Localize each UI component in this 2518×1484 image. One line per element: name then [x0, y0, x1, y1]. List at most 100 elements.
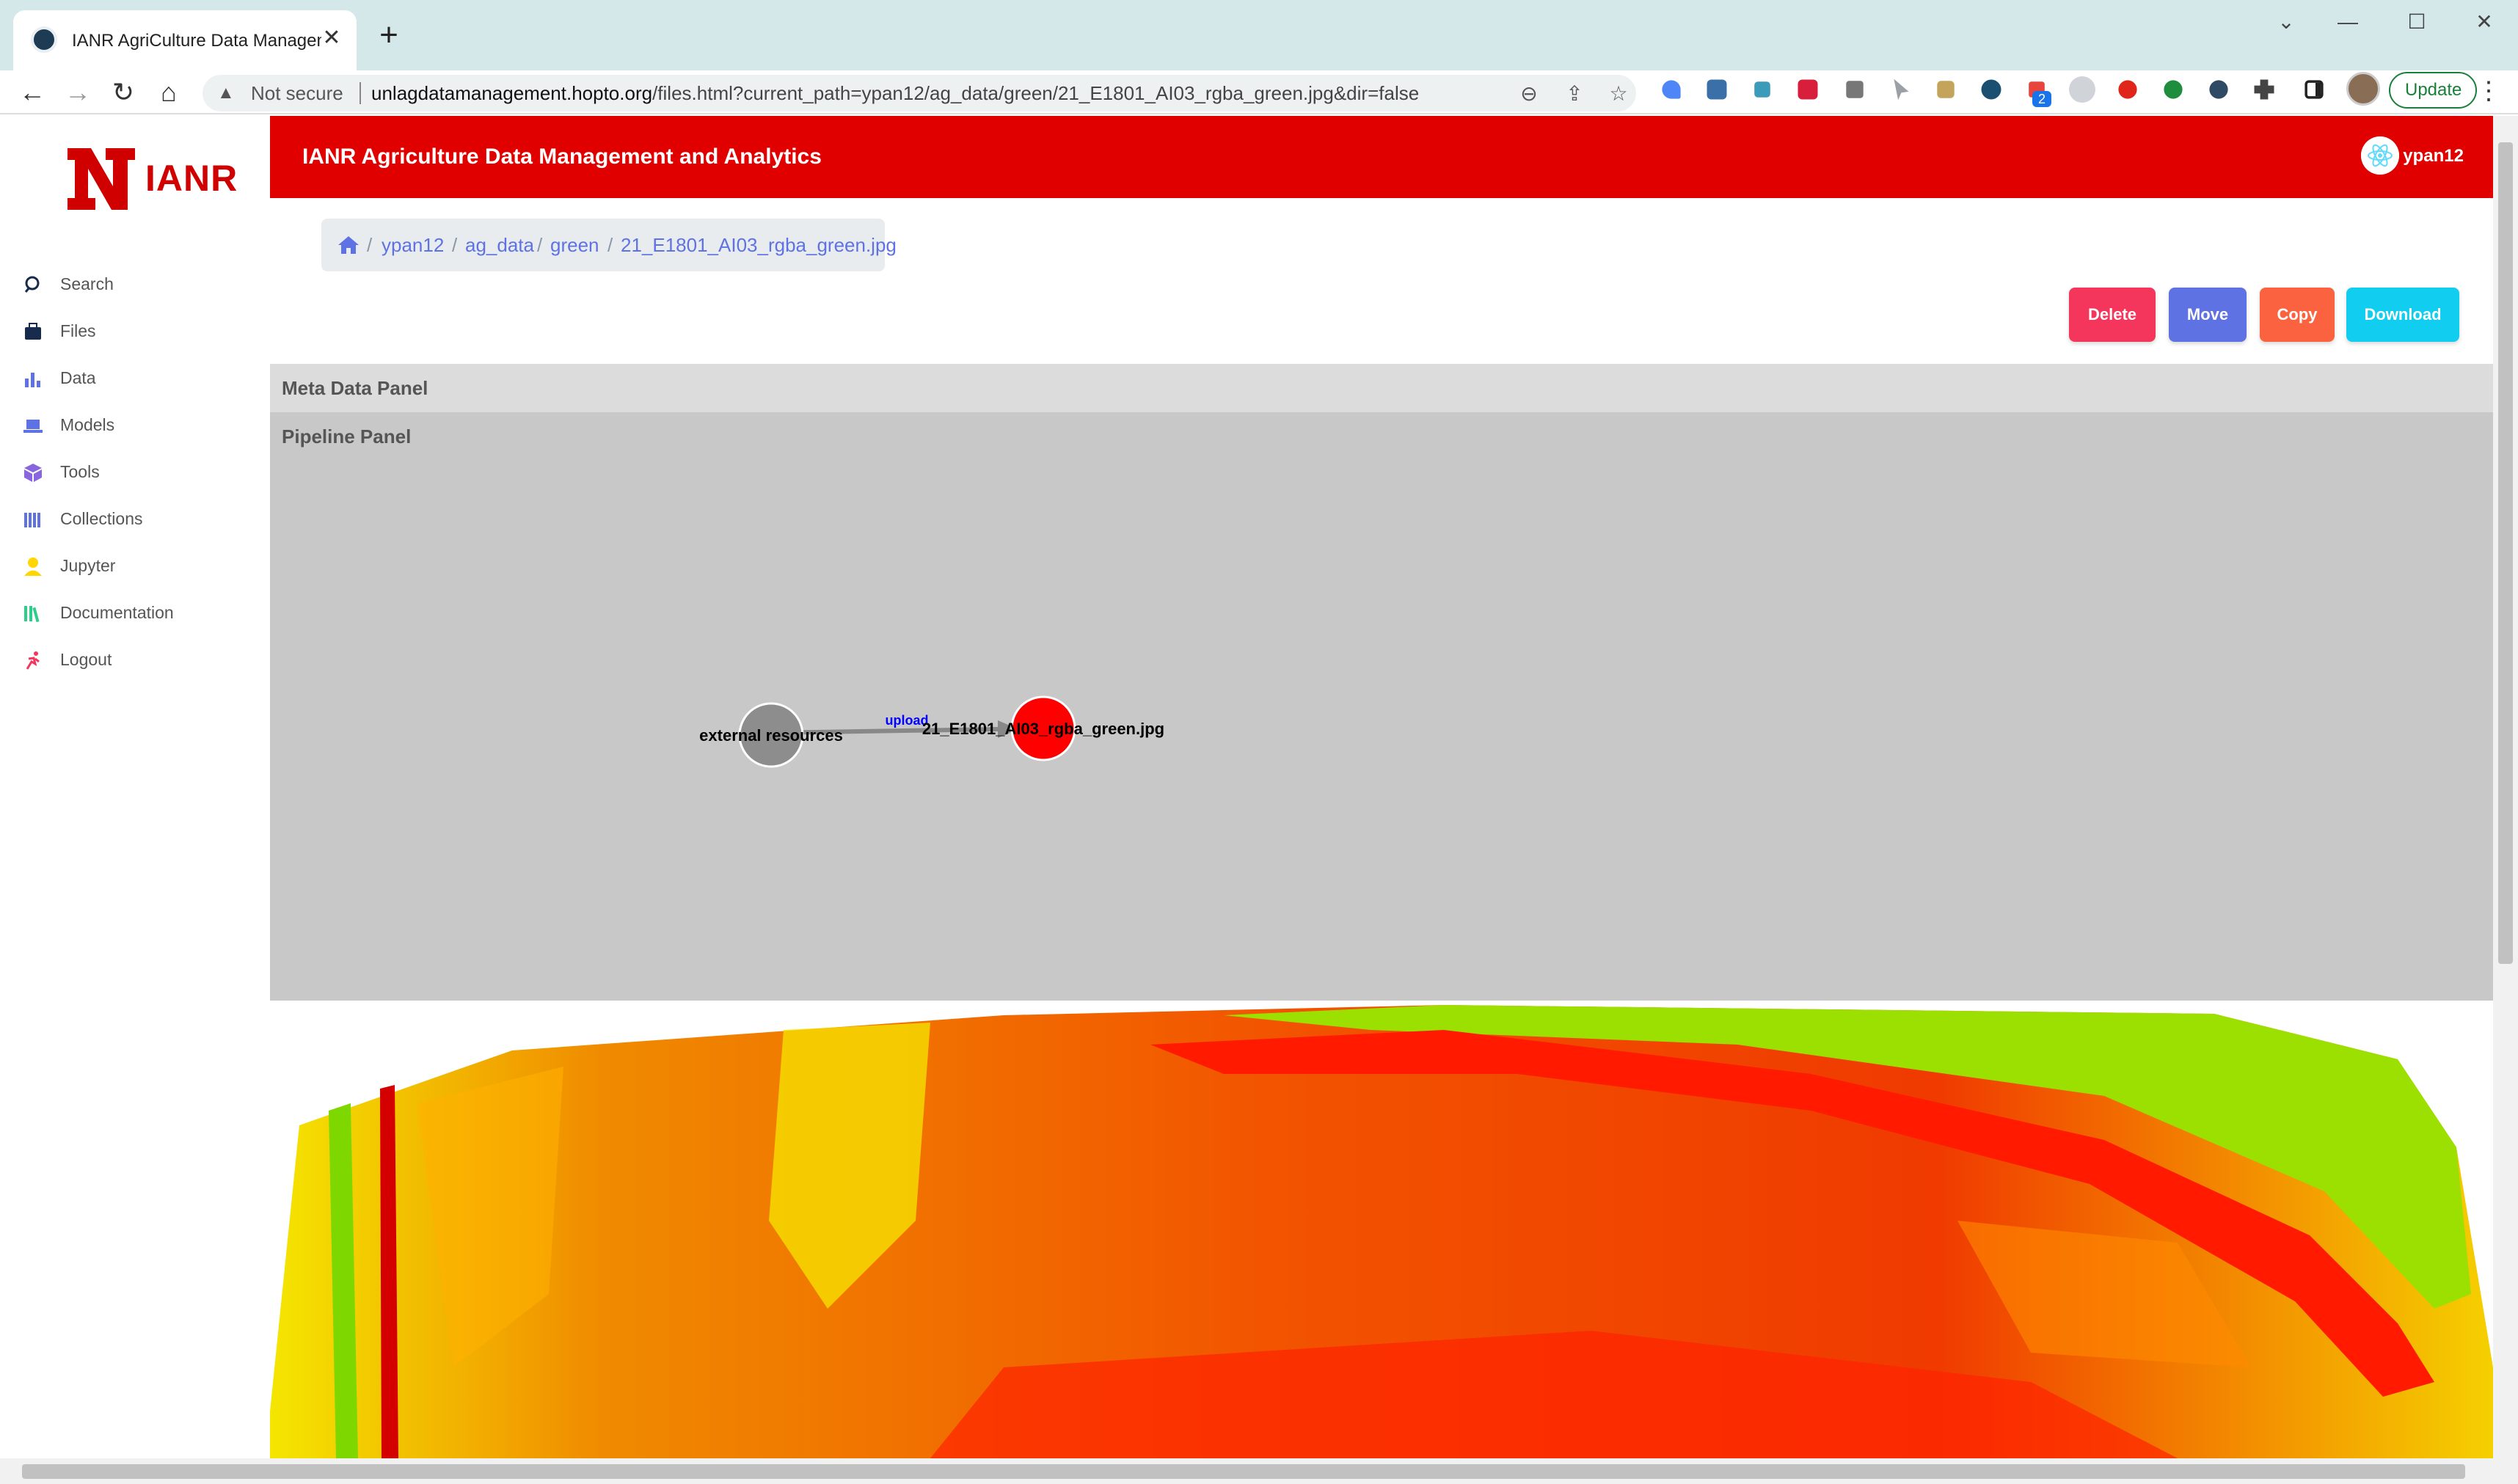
- sidebar-item-label: Models: [60, 415, 115, 434]
- url-path: /files.html?current_path=ypan12/ag_data/…: [652, 82, 1420, 104]
- tab-title: IANR AgriCulture Data Management and Ana…: [72, 31, 321, 51]
- extension-search-icon[interactable]: [1981, 79, 2001, 100]
- extension-translate-icon[interactable]: [1707, 79, 1727, 100]
- browser-menu-icon[interactable]: ⋮: [2476, 77, 2501, 105]
- reload-icon[interactable]: ↻: [112, 77, 135, 107]
- warning-icon: ▲: [217, 83, 235, 103]
- briefcase-icon: [25, 323, 41, 340]
- sidebar-item-label: Files: [60, 321, 96, 340]
- extension-feed-icon[interactable]: [2209, 80, 2228, 99]
- books-icon: [24, 513, 40, 527]
- sidebar-item-label: Search: [60, 274, 114, 293]
- copy-button[interactable]: Copy: [2260, 288, 2335, 342]
- sidebar-item-tools[interactable]: Tools: [22, 455, 257, 489]
- share-icon[interactable]: ⇪: [1566, 82, 1583, 105]
- extension-stop-icon[interactable]: [2118, 80, 2137, 99]
- address-bar[interactable]: ▲ Not secure unlagdatamanagement.hopto.o…: [202, 75, 1636, 112]
- breadcrumb-separator: /: [537, 234, 543, 256]
- new-tab-button[interactable]: +: [379, 17, 398, 53]
- source-node[interactable]: [738, 702, 804, 768]
- site-favicon-icon: [31, 26, 57, 53]
- sidebar-item-label: Tools: [60, 462, 100, 481]
- maximize-window-icon[interactable]: ☐: [2407, 10, 2426, 33]
- url-text[interactable]: unlagdatamanagement.hopto.org/files.html…: [371, 82, 1419, 104]
- address-divider: [360, 82, 361, 104]
- sidebar-item-documentation[interactable]: Documentation: [22, 596, 257, 629]
- meta-data-panel-title: Meta Data Panel: [282, 377, 428, 399]
- sidebar-item-files[interactable]: Files: [22, 314, 257, 348]
- box-icon: [24, 464, 42, 482]
- extension-reader-icon[interactable]: [1754, 81, 1770, 98]
- tab-close-icon[interactable]: ✕: [322, 26, 341, 50]
- browser-tab-strip: IANR AgriCulture Data Management and Ana…: [0, 0, 2518, 70]
- download-button[interactable]: Download: [2346, 288, 2459, 342]
- sidebar-item-label: Jupyter: [60, 556, 116, 575]
- zoom-icon[interactable]: ⊖: [1520, 82, 1538, 105]
- breadcrumb-item[interactable]: ypan12: [382, 234, 445, 256]
- extension-shield-icon[interactable]: [1662, 80, 1681, 99]
- extension-cite-icon[interactable]: [2069, 76, 2095, 103]
- home-icon[interactable]: ⌂: [161, 77, 177, 107]
- laptop-icon: [23, 420, 43, 433]
- delete-button[interactable]: Delete: [2069, 288, 2156, 342]
- side-panel-icon[interactable]: [2304, 80, 2324, 99]
- library-icon: [24, 606, 40, 623]
- app-title: IANR Agriculture Data Management and Ana…: [302, 145, 822, 169]
- pipeline-graph: external resources upload 21_E1801_AI03_…: [699, 695, 1164, 768]
- bar-chart-icon: [25, 373, 40, 387]
- sidebar: IANR Search Files Data Models Tools Collectio…: [0, 116, 270, 1458]
- move-button[interactable]: Move: [2169, 288, 2247, 342]
- user-avatar[interactable]: [2361, 136, 2399, 175]
- sidebar-item-label: Documentation: [60, 603, 174, 622]
- image-preview: [270, 1001, 2493, 1458]
- sidebar-item-collections[interactable]: Collections: [22, 502, 257, 536]
- upload-edge: [768, 727, 999, 735]
- close-window-icon[interactable]: ✕: [2475, 10, 2493, 33]
- meta-data-panel[interactable]: Meta Data Panel: [270, 364, 2493, 412]
- sidebar-item-data[interactable]: Data: [22, 361, 257, 395]
- back-arrow-icon[interactable]: ←: [19, 77, 45, 107]
- target-node-label: 21_E1801_AI03_rgba_green.jpg: [922, 720, 1164, 738]
- update-button[interactable]: Update: [2389, 72, 2477, 109]
- nebraska-n-logo: [67, 148, 135, 210]
- sidebar-item-search[interactable]: Search: [22, 267, 257, 301]
- extension-quote-icon[interactable]: [2164, 80, 2183, 99]
- browser-toolbar: ← → ↻ ⌂ ▲ Not secure unlagdatamanagement…: [0, 70, 2518, 114]
- extension-mendeley-icon[interactable]: [1798, 79, 1818, 100]
- user-name[interactable]: ypan12: [2403, 146, 2464, 166]
- breadcrumb: / ypan12 / ag_data / green / 21_E1801_AI…: [321, 219, 897, 271]
- security-status: Not secure: [251, 82, 343, 104]
- breadcrumb-current[interactable]: 21_E1801_AI03_rgba_green.jpg: [621, 234, 897, 256]
- camera-icon[interactable]: [1846, 81, 1864, 98]
- sidebar-item-models[interactable]: Models: [22, 408, 257, 442]
- extension-screenshot-icon[interactable]: [1937, 81, 1955, 98]
- profile-avatar[interactable]: [2346, 72, 2380, 106]
- run-icon: [26, 651, 40, 670]
- forward-arrow-icon[interactable]: →: [65, 77, 91, 107]
- horizontal-scroll-thumb[interactable]: [22, 1464, 2465, 1479]
- source-node-label: external resources: [699, 726, 843, 745]
- react-atom-icon: [2361, 136, 2399, 175]
- browser-tab[interactable]: IANR AgriCulture Data Management and Ana…: [13, 10, 357, 70]
- breadcrumb-separator: /: [367, 234, 373, 256]
- vertical-scrollbar[interactable]: [2493, 116, 2518, 1458]
- tab-search-chevron-icon[interactable]: ⌄: [2277, 10, 2295, 33]
- ianr-logo-text: IANR: [145, 158, 238, 199]
- green-index-image: [270, 1005, 2493, 1458]
- user-icon: [24, 558, 42, 576]
- horizontal-scrollbar[interactable]: [0, 1458, 2518, 1484]
- minimize-window-icon[interactable]: —: [2338, 10, 2358, 33]
- vertical-scroll-thumb[interactable]: [2498, 142, 2513, 964]
- bookmark-star-icon[interactable]: ☆: [1609, 82, 1628, 105]
- target-node[interactable]: [1010, 695, 1076, 761]
- pipeline-panel: Pipeline Panel external resources upload…: [270, 412, 2493, 1001]
- breadcrumb-item[interactable]: green: [550, 234, 599, 256]
- sidebar-item-jupyter[interactable]: Jupyter: [22, 549, 257, 582]
- edge-label: upload: [886, 713, 929, 728]
- home-icon[interactable]: [337, 235, 360, 255]
- extension-badge: 2: [2032, 91, 2051, 107]
- search-icon: [24, 276, 40, 293]
- sidebar-item-logout[interactable]: Logout: [22, 643, 257, 676]
- breadcrumb-item[interactable]: ag_data: [465, 234, 534, 256]
- sidebar-item-label: Collections: [60, 509, 143, 528]
